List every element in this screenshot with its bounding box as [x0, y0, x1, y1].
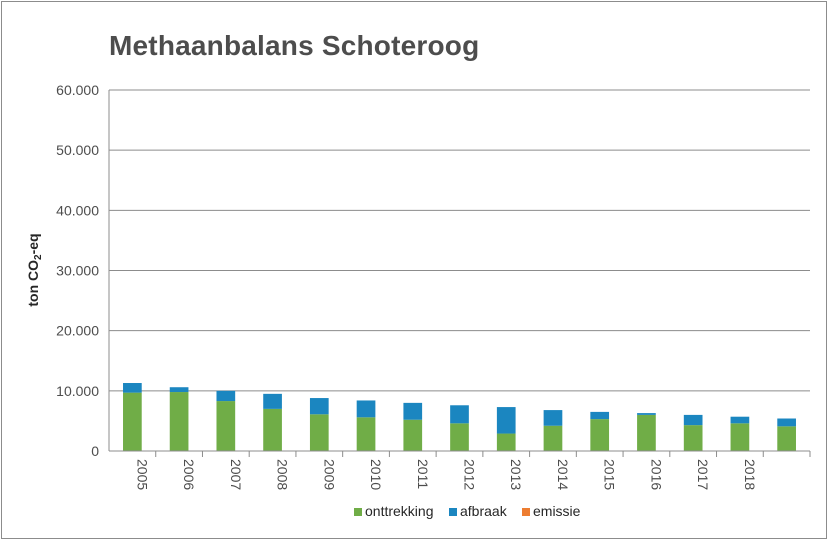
bar-onttrekking [123, 392, 142, 451]
y-tick-label: 60.000 [56, 82, 99, 98]
x-tick-label: 2009 [321, 459, 337, 490]
bar-onttrekking [496, 433, 516, 451]
y-tick-label: 20.000 [56, 323, 99, 339]
bar-afbraak [403, 402, 423, 420]
x-tick-label: 2018 [742, 459, 758, 490]
x-tick-label: 2012 [462, 459, 478, 490]
bar-onttrekking [169, 392, 189, 451]
y-tick-label: 40.000 [56, 202, 99, 218]
y-axis-label: ton CO2-eq [25, 233, 44, 306]
x-tick-label: 2016 [648, 459, 664, 490]
y-tick-label: 30.000 [56, 263, 99, 279]
bar-onttrekking [590, 419, 610, 451]
x-tick-label: 2015 [602, 459, 618, 490]
bar-afbraak [356, 400, 376, 418]
bar-onttrekking [777, 426, 796, 451]
x-tick-label: 2007 [228, 459, 244, 490]
bar-onttrekking [309, 414, 329, 451]
bar-afbraak [216, 390, 236, 402]
x-tick-label: 2006 [181, 459, 197, 490]
bar-afbraak [637, 413, 656, 415]
x-tick-label: 2008 [275, 459, 291, 490]
legend: onttrekking afbraak emissie [354, 503, 581, 519]
y-tick-label: 0 [91, 443, 99, 459]
y-axis-label-tail: -eq [25, 233, 41, 254]
legend-label-emissie: emissie [533, 503, 581, 519]
bar-onttrekking [637, 414, 656, 451]
bar-onttrekking [356, 417, 376, 451]
legend-label-afbraak: afbraak [460, 503, 508, 519]
y-tick-labels: 0 10.000 20.000 30.000 40.000 50.000 60.000 [56, 82, 99, 459]
bar-afbraak [169, 387, 189, 393]
bar-afbraak [543, 410, 563, 426]
x-tick-label: 2005 [134, 459, 150, 490]
bar-onttrekking [450, 423, 469, 451]
legend-swatch-emissie [522, 508, 530, 516]
bars [123, 383, 796, 451]
gridlines [109, 89, 810, 392]
bar-afbraak [730, 416, 750, 424]
bar-afbraak [590, 411, 610, 420]
bar-onttrekking [730, 423, 750, 451]
x-tick-labels: 2005 2006 2007 2008 2009 2010 2011 2012 2013 2014… [134, 459, 758, 490]
bar-afbraak [450, 405, 469, 424]
bar-afbraak [309, 398, 329, 415]
bar-afbraak [683, 414, 703, 426]
bar-afbraak [777, 418, 796, 427]
bar-onttrekking [216, 401, 236, 451]
bar-onttrekking [263, 408, 282, 451]
x-tick-label: 2011 [415, 459, 431, 489]
chart-title: Methaanbalans Schoteroog [109, 30, 480, 61]
x-tick-label: 2010 [368, 459, 384, 490]
bar-afbraak [263, 393, 282, 409]
x-tick-label: 2017 [695, 459, 711, 490]
bar-afbraak [123, 383, 142, 393]
y-axis-label-sub: 2 [33, 254, 44, 260]
y-tick-label: 10.000 [56, 383, 99, 399]
bar-onttrekking [543, 425, 563, 451]
legend-swatch-afbraak [449, 508, 457, 516]
bar-onttrekking [683, 425, 703, 451]
y-axis-label-main: ton CO [25, 260, 41, 307]
x-tick-marks [155, 451, 811, 457]
x-tick-label: 2013 [508, 459, 524, 490]
bar-afbraak [496, 407, 516, 434]
x-tick-label: 2014 [555, 459, 571, 490]
bar-onttrekking [403, 419, 423, 451]
y-tick-label: 50.000 [56, 142, 99, 158]
legend-label-onttrekking: onttrekking [365, 503, 433, 519]
legend-swatch-onttrekking [354, 508, 362, 516]
